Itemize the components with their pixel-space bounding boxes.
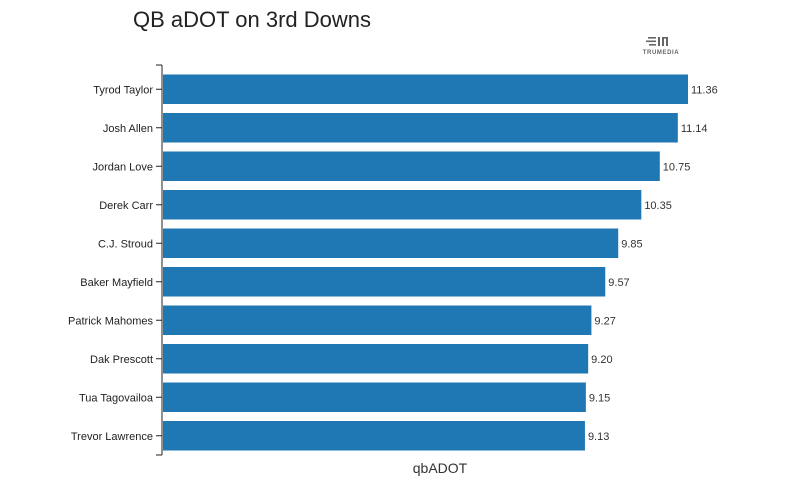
bar [163,190,642,220]
bar [163,267,606,297]
data-label: 9.20 [591,354,612,366]
logo-text: TRUMEDIA [642,50,680,56]
bar [163,382,586,412]
bar [163,344,589,374]
data-label: 9.57 [608,277,629,289]
x-axis-label: qbADOT [412,460,468,476]
bar [163,74,688,104]
data-label: 9.15 [589,392,610,404]
y-tick-label: Josh Allen [103,123,153,135]
y-tick-label: Derek Carr [99,200,153,212]
y-tick-label: Patrick Mahomes [68,315,153,327]
bar [163,113,678,143]
data-label: 11.36 [691,84,718,96]
y-tick-label: Jordan Love [92,161,153,173]
data-label: 9.27 [594,315,615,327]
chart-title: QB aDOT on 3rd Downs [133,7,372,32]
bar [163,151,660,181]
y-tick-label: Trevor Lawrence [71,431,153,443]
y-tick-label: Tua Tagovailoa [79,392,154,404]
data-label: 9.85 [621,238,642,250]
y-tick-label: Baker Mayfield [80,277,153,289]
y-tick-label: Dak Prescott [90,354,153,366]
trumedia-logo: TRUMEDIA [636,36,686,60]
data-label: 11.14 [681,123,708,135]
bar [163,228,619,258]
bar [163,305,592,335]
data-label: 10.75 [663,161,691,173]
trumedia-logo-icon [646,37,668,46]
y-tick-label: Tyrod Taylor [93,84,153,96]
y-tick-label: C.J. Stroud [98,238,153,250]
data-label: 10.35 [644,200,672,212]
bar [163,421,585,451]
data-label: 9.13 [588,431,609,443]
